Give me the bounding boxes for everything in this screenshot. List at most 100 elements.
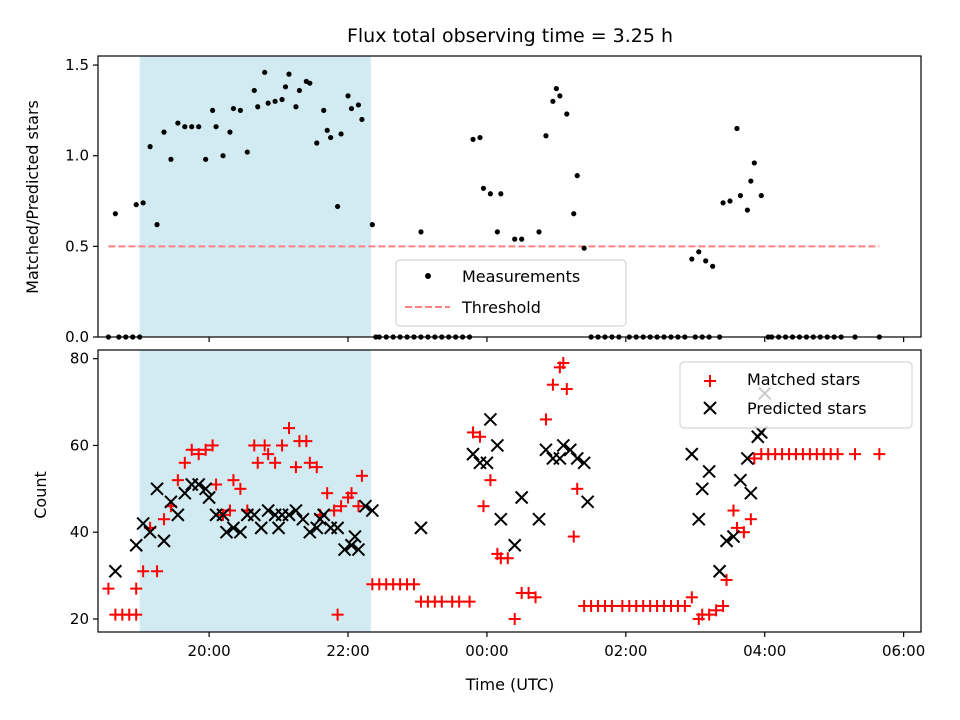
measurement-point bbox=[689, 256, 695, 262]
predicted-star-point bbox=[726, 529, 741, 544]
matched-star-point bbox=[151, 565, 164, 578]
matched-star-point bbox=[192, 448, 205, 461]
measurement-point bbox=[470, 136, 476, 142]
measurement-point bbox=[189, 124, 195, 130]
measurement-point bbox=[255, 104, 261, 110]
measurement-point bbox=[720, 200, 726, 206]
matched-star-point bbox=[744, 513, 757, 526]
measurement-point bbox=[744, 207, 750, 213]
star-count-points bbox=[102, 357, 886, 625]
measurement-point bbox=[220, 153, 226, 159]
matched-star-point bbox=[137, 565, 150, 578]
measurement-point bbox=[175, 120, 181, 126]
measurement-point bbox=[244, 149, 250, 155]
matched-star-point bbox=[262, 448, 275, 461]
measurement-point bbox=[571, 211, 577, 217]
top-axes: 0.0 0.5 1.0 1.5 bbox=[65, 55, 922, 346]
matched-star-point bbox=[453, 595, 466, 608]
measurement-point bbox=[321, 107, 327, 113]
legend-measurements-label: Measurements bbox=[462, 267, 580, 286]
matched-star-point bbox=[199, 443, 212, 456]
matched-star-point bbox=[560, 383, 573, 396]
legend-predicted-marker bbox=[703, 401, 717, 415]
predicted-star-point bbox=[365, 503, 380, 518]
predicted-star-point bbox=[157, 534, 171, 548]
predicted-star-point bbox=[483, 412, 498, 427]
matched-star-point bbox=[345, 487, 358, 500]
measurement-point bbox=[324, 127, 330, 133]
bottom-y-axis-label: Count bbox=[31, 471, 50, 519]
predicted-star-point bbox=[744, 486, 758, 500]
y-tick-label: 0.5 bbox=[65, 237, 89, 255]
measurement-point bbox=[418, 229, 424, 235]
measurement-point bbox=[338, 131, 344, 137]
measurement-point bbox=[543, 133, 549, 139]
matched-star-point bbox=[335, 500, 348, 513]
matched-star-point bbox=[289, 461, 302, 474]
matched-star-point bbox=[171, 474, 184, 487]
matched-star-point bbox=[477, 500, 490, 513]
chart-title: Flux total observing time = 3.25 h bbox=[347, 25, 673, 47]
predicted-star-point bbox=[351, 542, 366, 557]
legend-threshold-label: Threshold bbox=[461, 298, 541, 317]
predicted-star-point bbox=[143, 525, 157, 539]
predicted-star-point bbox=[108, 564, 123, 578]
matched-star-point bbox=[605, 599, 618, 612]
predicted-star-point bbox=[191, 477, 206, 492]
matched-star-point bbox=[276, 439, 289, 452]
measurement-point bbox=[553, 86, 559, 92]
predicted-star-point bbox=[740, 451, 755, 466]
predicted-star-point bbox=[494, 512, 508, 526]
legend-predicted-label: Predicted stars bbox=[747, 399, 867, 418]
matched-star-point bbox=[710, 604, 723, 617]
y-tick-label: 1.0 bbox=[65, 147, 89, 165]
y-tick-label: 20 bbox=[70, 610, 89, 628]
predicted-star-point bbox=[348, 529, 362, 544]
x-tick-label: 06:00 bbox=[882, 642, 925, 660]
predicted-star-point bbox=[719, 534, 734, 548]
matched-star-point bbox=[557, 357, 570, 370]
x-tick-label: 22:00 bbox=[326, 642, 369, 660]
predicted-star-point bbox=[330, 521, 345, 535]
measurement-point bbox=[581, 245, 587, 251]
shaded-span-rect bbox=[139, 350, 371, 632]
measurement-point bbox=[168, 156, 174, 162]
predicted-star-point bbox=[466, 447, 480, 461]
predicted-star-point bbox=[282, 508, 296, 522]
measurement-point bbox=[737, 192, 744, 199]
measurement-point bbox=[564, 111, 570, 117]
legend-matched-marker bbox=[704, 375, 716, 387]
matched-star-point bbox=[269, 456, 282, 469]
predicted-star-point bbox=[317, 508, 331, 522]
measurement-point bbox=[272, 98, 278, 104]
matched-star-point bbox=[522, 586, 535, 599]
predicted-star-point bbox=[219, 525, 234, 539]
predicted-star-point bbox=[702, 464, 716, 479]
predicted-star-point bbox=[490, 438, 505, 453]
matched-star-point bbox=[873, 448, 886, 461]
predicted-star-point bbox=[685, 447, 699, 461]
x-tick-label: 02:00 bbox=[604, 642, 647, 660]
x-tick-label: 00:00 bbox=[465, 642, 508, 660]
axes-frame bbox=[97, 349, 922, 633]
matched-star-point bbox=[258, 439, 271, 452]
measurement-point bbox=[710, 263, 716, 269]
measurement-point bbox=[262, 69, 268, 75]
bottom-axes: 20 40 60 80 20:00 22:00 00:00 02:00 04:00 06:00 bbox=[70, 349, 925, 660]
matched-star-point bbox=[300, 435, 313, 448]
measurement-point bbox=[161, 129, 167, 135]
top-legend: Measurements Threshold bbox=[395, 259, 627, 327]
matched-star-point bbox=[546, 378, 559, 391]
matched-star-point bbox=[251, 456, 264, 469]
measurement-point bbox=[574, 173, 580, 179]
measurement-point bbox=[359, 116, 365, 123]
matched-star-point bbox=[831, 448, 844, 461]
matched-star-point bbox=[303, 456, 316, 469]
matched-star-point bbox=[282, 422, 295, 435]
measurement-point bbox=[286, 71, 292, 77]
matched-star-point bbox=[408, 578, 421, 591]
matched-star-point bbox=[210, 478, 223, 491]
matched-star-point bbox=[849, 448, 862, 461]
matched-star-point bbox=[435, 595, 448, 608]
